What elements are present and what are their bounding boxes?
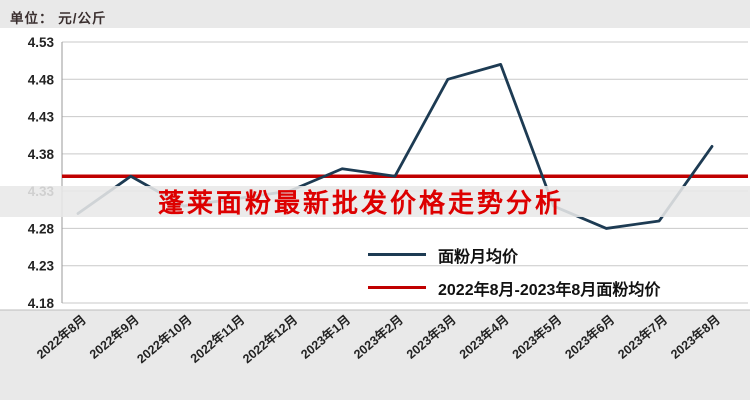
x-tick-label: 2022年11月	[187, 312, 247, 366]
x-tick-label: 2023年8月	[668, 312, 723, 362]
x-tick-label: 2023年5月	[509, 312, 564, 362]
y-tick-label: 4.53	[28, 35, 55, 50]
plot-area	[0, 28, 750, 310]
y-tick-label: 4.38	[28, 147, 55, 162]
title-banner: 蓬莱面粉最新批发价格走势分析	[0, 186, 750, 218]
legend-item-monthly-price: 面粉月均价	[368, 238, 660, 271]
x-tick-label: 2023年4月	[456, 312, 511, 362]
x-tick-label: 2023年6月	[562, 312, 617, 362]
legend-red-line-swatch	[368, 286, 426, 289]
x-tick-label: 2023年1月	[298, 312, 353, 362]
x-tick-label: 2022年10月	[134, 312, 195, 366]
x-tick-label: 2023年3月	[403, 312, 458, 362]
x-tick-label: 2022年9月	[86, 312, 141, 362]
y-tick-label: 4.23	[28, 259, 55, 274]
legend: 面粉月均价 2022年8月-2023年8月面粉均价	[368, 238, 660, 304]
y-tick-label: 4.18	[28, 296, 55, 311]
legend-dark-line-swatch	[368, 253, 426, 256]
y-tick-label: 4.43	[28, 110, 55, 125]
x-tick-label: 2022年12月	[240, 312, 301, 366]
unit-label: 单位： 元/公斤	[10, 11, 107, 26]
legend-item-average-price: 2022年8月-2023年8月面粉均价	[368, 271, 660, 304]
x-tick-label: 2022年8月	[34, 312, 89, 362]
x-tick-label: 2023年2月	[351, 312, 406, 362]
legend-label-monthly-price: 面粉月均价	[438, 248, 519, 266]
legend-label-average-price: 2022年8月-2023年8月面粉均价	[438, 281, 661, 299]
title-text: 蓬莱面粉最新批发价格走势分析	[158, 188, 565, 218]
y-tick-label: 4.48	[28, 72, 55, 87]
y-tick-label: 4.28	[28, 221, 55, 236]
x-tick-label: 2023年7月	[615, 312, 670, 362]
